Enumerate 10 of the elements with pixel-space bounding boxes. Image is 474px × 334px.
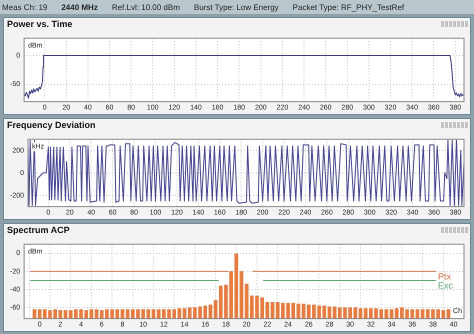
text: Meas Ch: 19 [2,2,48,12]
chart-title: Power vs. Time [6,18,74,30]
text: 2440 MHz [61,2,98,12]
series-label: Ptx [438,271,452,282]
chart-title: Frequency Deviation [6,119,97,131]
chart-title: Spectrum ACP [6,224,71,236]
text: Ref.Lvl: 10.00 dBm [112,2,180,12]
text: Packet Type: RF_PHY_TestRef [292,2,404,12]
series-label: Exc [438,280,454,290]
text: Burst Type: Low Energy [194,2,279,12]
